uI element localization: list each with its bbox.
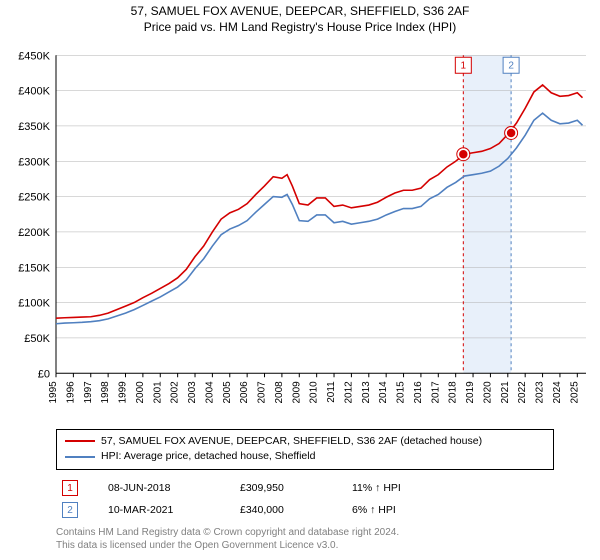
marker-date-1: 08-JUN-2018 [104,478,234,498]
footer-line-2: This data is licensed under the Open Gov… [56,539,592,552]
svg-text:2002: 2002 [170,381,181,404]
marker-box-2: 2 [62,502,78,518]
svg-text:2011: 2011 [326,381,337,403]
svg-text:2017: 2017 [430,381,441,404]
svg-text:£350K: £350K [18,121,50,133]
chart-title: 57, SAMUEL FOX AVENUE, DEEPCAR, SHEFFIEL… [8,4,592,18]
legend-row-red: 57, SAMUEL FOX AVENUE, DEEPCAR, SHEFFIEL… [65,434,545,450]
legend: 57, SAMUEL FOX AVENUE, DEEPCAR, SHEFFIEL… [56,429,554,471]
svg-text:£0: £0 [38,368,50,380]
chart-svg: £0 £50K £100K £150K £200K £250K £300K £350K £400… [8,36,592,423]
legend-row-blue: HPI: Average price, detached house, Shef… [65,449,545,465]
svg-text:£450K: £450K [18,50,50,62]
svg-text:£150K: £150K [18,262,50,274]
legend-swatch-blue [65,456,95,458]
svg-text:1999: 1999 [118,381,129,404]
svg-text:£200K: £200K [18,227,50,239]
svg-text:£50K: £50K [24,333,50,345]
svg-text:2001: 2001 [152,381,163,404]
svg-text:£300K: £300K [18,156,50,168]
chart-subtitle: Price paid vs. HM Land Registry's House … [8,20,592,34]
markers-table: 1 08-JUN-2018 £309,950 11% ↑ HPI 2 10-MA… [56,476,592,522]
marker-price-1: £309,950 [236,478,346,498]
title-block: 57, SAMUEL FOX AVENUE, DEEPCAR, SHEFFIEL… [8,4,592,34]
svg-text:1998: 1998 [100,381,111,404]
svg-text:2019: 2019 [465,381,476,404]
marker-delta-2: 6% ↑ HPI [348,500,590,520]
marker-box-1: 1 [62,480,78,496]
legend-label-blue: HPI: Average price, detached house, Shef… [101,449,315,465]
svg-text:2015: 2015 [396,381,407,404]
svg-text:2018: 2018 [448,381,459,404]
svg-text:2020: 2020 [482,381,493,404]
svg-text:2: 2 [508,60,514,71]
marker-row-1: 1 08-JUN-2018 £309,950 11% ↑ HPI [58,478,590,498]
svg-text:1: 1 [461,60,467,71]
marker-date-2: 10-MAR-2021 [104,500,234,520]
svg-text:2008: 2008 [274,381,285,404]
svg-text:2022: 2022 [517,381,528,404]
svg-text:2014: 2014 [378,381,389,404]
svg-text:2005: 2005 [222,381,233,404]
svg-text:2024: 2024 [552,381,563,404]
svg-text:2007: 2007 [257,381,268,404]
svg-text:£100K: £100K [18,298,50,310]
svg-text:2003: 2003 [187,381,198,404]
svg-text:2021: 2021 [500,381,511,404]
footer: Contains HM Land Registry data © Crown c… [56,526,592,552]
marker-price-2: £340,000 [236,500,346,520]
footer-line-1: Contains HM Land Registry data © Crown c… [56,526,592,539]
svg-text:2004: 2004 [204,381,215,404]
svg-text:1995: 1995 [48,381,59,404]
svg-text:2012: 2012 [343,381,354,404]
marker-row-2: 2 10-MAR-2021 £340,000 6% ↑ HPI [58,500,590,520]
legend-swatch-red [65,440,95,442]
chart-area: £0 £50K £100K £150K £200K £250K £300K £350K £400… [8,36,592,423]
marker-delta-1: 11% ↑ HPI [348,478,590,498]
svg-text:2023: 2023 [535,381,546,404]
svg-text:2000: 2000 [135,381,146,404]
svg-text:£400K: £400K [18,86,50,98]
svg-text:2016: 2016 [413,381,424,404]
svg-text:£250K: £250K [18,192,50,204]
chart-container: 57, SAMUEL FOX AVENUE, DEEPCAR, SHEFFIEL… [0,0,600,560]
svg-text:1996: 1996 [65,381,76,404]
svg-text:2009: 2009 [291,381,302,404]
legend-label-red: 57, SAMUEL FOX AVENUE, DEEPCAR, SHEFFIEL… [101,434,482,450]
svg-text:2010: 2010 [309,381,320,404]
svg-text:2025: 2025 [569,381,580,404]
svg-text:2006: 2006 [239,381,250,404]
svg-text:2013: 2013 [361,381,372,404]
svg-text:1997: 1997 [83,381,94,404]
